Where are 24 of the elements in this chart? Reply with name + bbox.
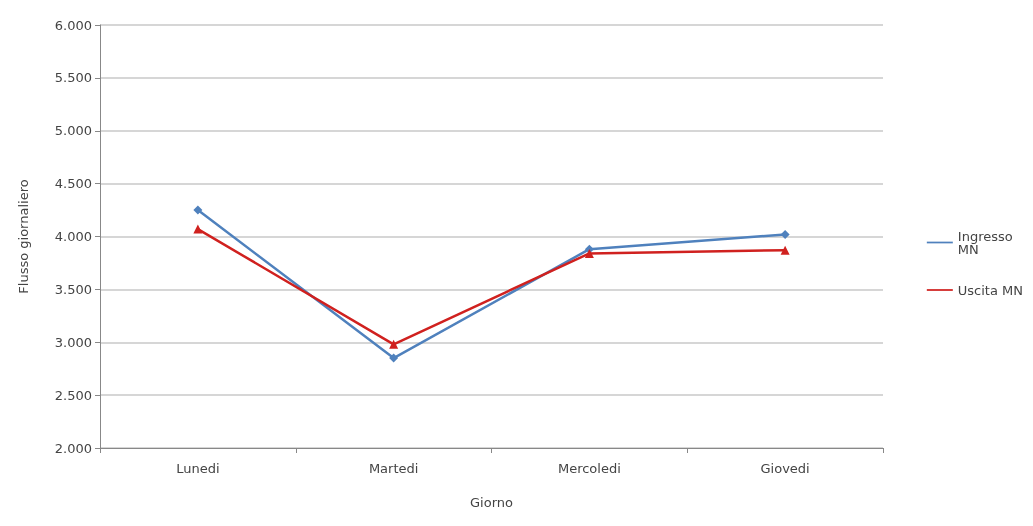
point [584, 248, 594, 258]
x-tick-label: Giovedi [760, 461, 810, 476]
point [780, 229, 790, 239]
y-tick-label: 6.000 [54, 17, 92, 33]
x-tick-label: Mercoledi [557, 461, 621, 476]
point [193, 205, 203, 215]
y-axis-title: Flusso giornaliero [16, 179, 31, 294]
y-tick-label: 2.000 [54, 440, 92, 456]
y-tick-label: 3.500 [54, 281, 92, 297]
point [780, 245, 790, 255]
y-tick-label: 4.500 [54, 176, 92, 192]
point [389, 339, 399, 349]
legend-label: Ingresso MN [957, 228, 1017, 257]
point [389, 353, 399, 363]
y-tick-label: 5.000 [54, 123, 92, 139]
point [193, 224, 203, 234]
x-tick-label: Martedi [368, 461, 419, 476]
y-tick-label: 4.000 [54, 229, 92, 244]
y-tick-label: 2.500 [54, 387, 92, 403]
legend-label: Uscita MN [957, 282, 1023, 298]
y-tick-label: 3.000 [54, 334, 92, 350]
x-axis-title: Giorno [470, 495, 514, 510]
x-tick-label: Lunedi [176, 461, 220, 476]
y-tick-label: 5.500 [54, 70, 92, 86]
